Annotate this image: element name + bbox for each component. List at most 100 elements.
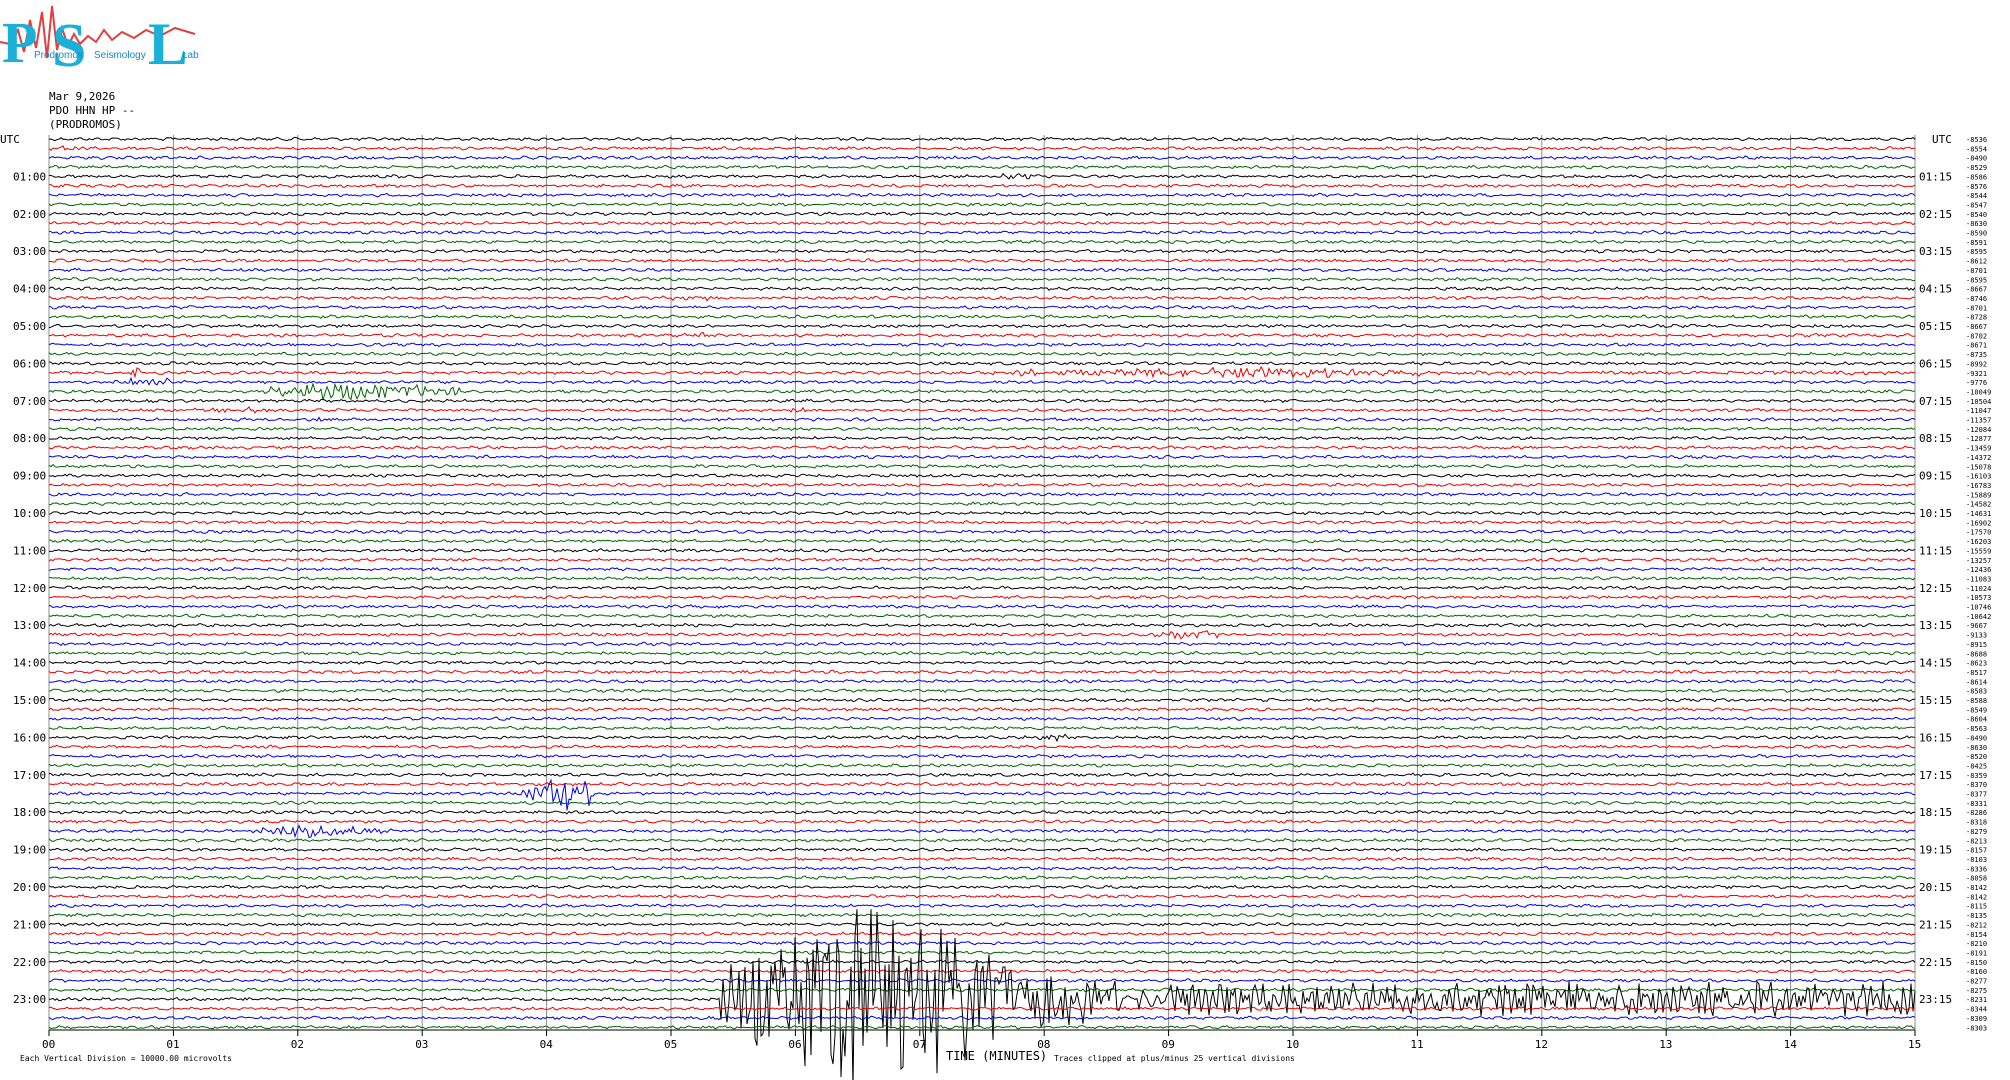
offset-label-66: -8520 (1966, 753, 1987, 761)
hour-label-left-0600: 06:00 (13, 357, 46, 370)
hour-label-right-2015: 20:15 (1919, 881, 1952, 894)
trace-line-48 (48, 585, 1916, 591)
trace-line-71 (48, 800, 1916, 806)
trace-line-20 (48, 323, 1916, 329)
trace-line-93 (48, 1006, 1916, 1011)
trace-line-5 (48, 183, 1916, 188)
offset-label-18: -8701 (1966, 304, 1987, 312)
station-label: PDO HHN HP -- (49, 104, 135, 117)
trace-line-26 (48, 376, 1916, 386)
right-hour-labels: 01:15 02:15 03:15 04:15 05:15 06:15 07:15 08:15… (1919, 170, 1952, 1006)
logo-letter-s: S (52, 12, 86, 80)
hour-label-right-1415: 14:15 (1919, 657, 1952, 670)
trace-line-31 (48, 426, 1916, 432)
offset-label-90: -8277 (1966, 978, 1987, 986)
x-tick-label-15: 15 (1908, 1038, 1921, 1051)
trace-line-10 (48, 229, 1916, 235)
offset-label-71: -8331 (1966, 800, 1987, 808)
hour-label-left-2100: 21:00 (13, 918, 46, 931)
hour-label-left-0700: 07:00 (13, 395, 46, 408)
trace-line-53 (48, 630, 1916, 640)
location-label: (PRODROMOS) (49, 118, 122, 131)
offset-label-41: -16902 (1966, 519, 1991, 527)
trace-line-4 (48, 172, 1916, 180)
offset-label-5: -8576 (1966, 183, 1987, 191)
trace-line-69 (49, 781, 1916, 787)
trace-line-63 (48, 725, 1916, 731)
trace-line-18 (48, 304, 1916, 310)
offset-label-60: -8588 (1966, 697, 1987, 705)
psl-logo: P S L Prodromos Seismology Lab (0, 5, 199, 80)
offset-label-82: -8115 (1966, 903, 1987, 911)
offset-label-28: -10504 (1966, 398, 1991, 406)
hour-label-left-0500: 05:00 (13, 320, 46, 333)
trace-line-16 (48, 286, 1916, 291)
trace-line-25 (49, 365, 1916, 379)
hour-label-right-1815: 18:15 (1919, 806, 1952, 819)
logo-letter-p: P (2, 10, 37, 75)
x-tick-label-11: 11 (1410, 1038, 1423, 1051)
hour-label-left-0100: 01:00 (13, 170, 46, 183)
offset-label-17: -8746 (1966, 295, 1987, 303)
offset-label-21: -8702 (1966, 332, 1987, 340)
offset-label-20: -8667 (1966, 323, 1987, 331)
offset-label-44: -15559 (1966, 547, 1991, 555)
trace-line-45 (48, 557, 1915, 563)
trace-line-15 (48, 276, 1916, 282)
trace-line-1 (48, 145, 1915, 151)
x-tick-label-08: 08 (1037, 1038, 1050, 1051)
trace-line-55 (48, 651, 1916, 656)
trace-line-87 (48, 950, 1916, 955)
trace-line-12 (48, 248, 1916, 254)
trace-line-67 (48, 763, 1916, 768)
trace-line-77 (48, 856, 1916, 862)
left-axis-title: UTC (0, 133, 20, 146)
trace-line-49 (48, 594, 1916, 600)
offset-label-39: -14582 (1966, 501, 1991, 509)
offset-label-50: -10746 (1966, 604, 1991, 612)
trace-line-2 (48, 155, 1916, 160)
hour-label-right-1615: 16:15 (1919, 731, 1952, 744)
offset-label-27: -10049 (1966, 388, 1991, 396)
x-tick-label-12: 12 (1535, 1038, 1548, 1051)
offset-label-59: -8583 (1966, 688, 1987, 696)
hour-label-left-0400: 04:00 (13, 283, 46, 296)
trace-line-92 (48, 909, 1916, 1080)
offset-label-72: -8286 (1966, 809, 1987, 817)
offset-label-26: -9776 (1966, 379, 1987, 387)
offset-label-2: -8490 (1966, 155, 1987, 163)
trace-line-13 (48, 258, 1916, 263)
trace-line-17 (48, 295, 1916, 302)
trace-line-74 (48, 824, 1916, 839)
hour-label-right-1215: 12:15 (1919, 582, 1952, 595)
trace-line-42 (48, 529, 1916, 534)
trace-line-0 (48, 136, 1916, 142)
trace-line-38 (48, 491, 1916, 497)
hour-label-left-1300: 13:00 (13, 619, 46, 632)
offset-label-55: -8688 (1966, 650, 1987, 658)
trace-line-51 (48, 613, 1916, 619)
trace-line-54 (48, 641, 1916, 647)
offset-label-78: -8336 (1966, 865, 1987, 873)
offset-label-0: -8536 (1966, 136, 1987, 144)
trace-line-36 (48, 473, 1916, 479)
trace-line-11 (48, 239, 1916, 245)
offset-label-11: -8591 (1966, 239, 1987, 247)
offset-label-14: -8701 (1966, 267, 1987, 275)
offset-label-54: -8915 (1966, 641, 1987, 649)
offset-label-4: -8586 (1966, 173, 1987, 181)
trace-line-90 (48, 978, 1916, 983)
trace-line-39 (48, 501, 1916, 507)
offset-label-84: -8212 (1966, 921, 1987, 929)
trace-line-64 (48, 733, 1916, 743)
hour-label-left-2000: 20:00 (13, 881, 46, 894)
trace-line-50 (48, 604, 1916, 609)
offset-label-22: -8671 (1966, 342, 1987, 350)
trace-line-72 (48, 809, 1916, 815)
offset-label-73: -8318 (1966, 819, 1987, 827)
minute-gridlines (48, 135, 1916, 1030)
trace-line-22 (48, 342, 1916, 347)
trace-line-95 (48, 1024, 1916, 1030)
offset-label-3: -8529 (1966, 164, 1987, 172)
